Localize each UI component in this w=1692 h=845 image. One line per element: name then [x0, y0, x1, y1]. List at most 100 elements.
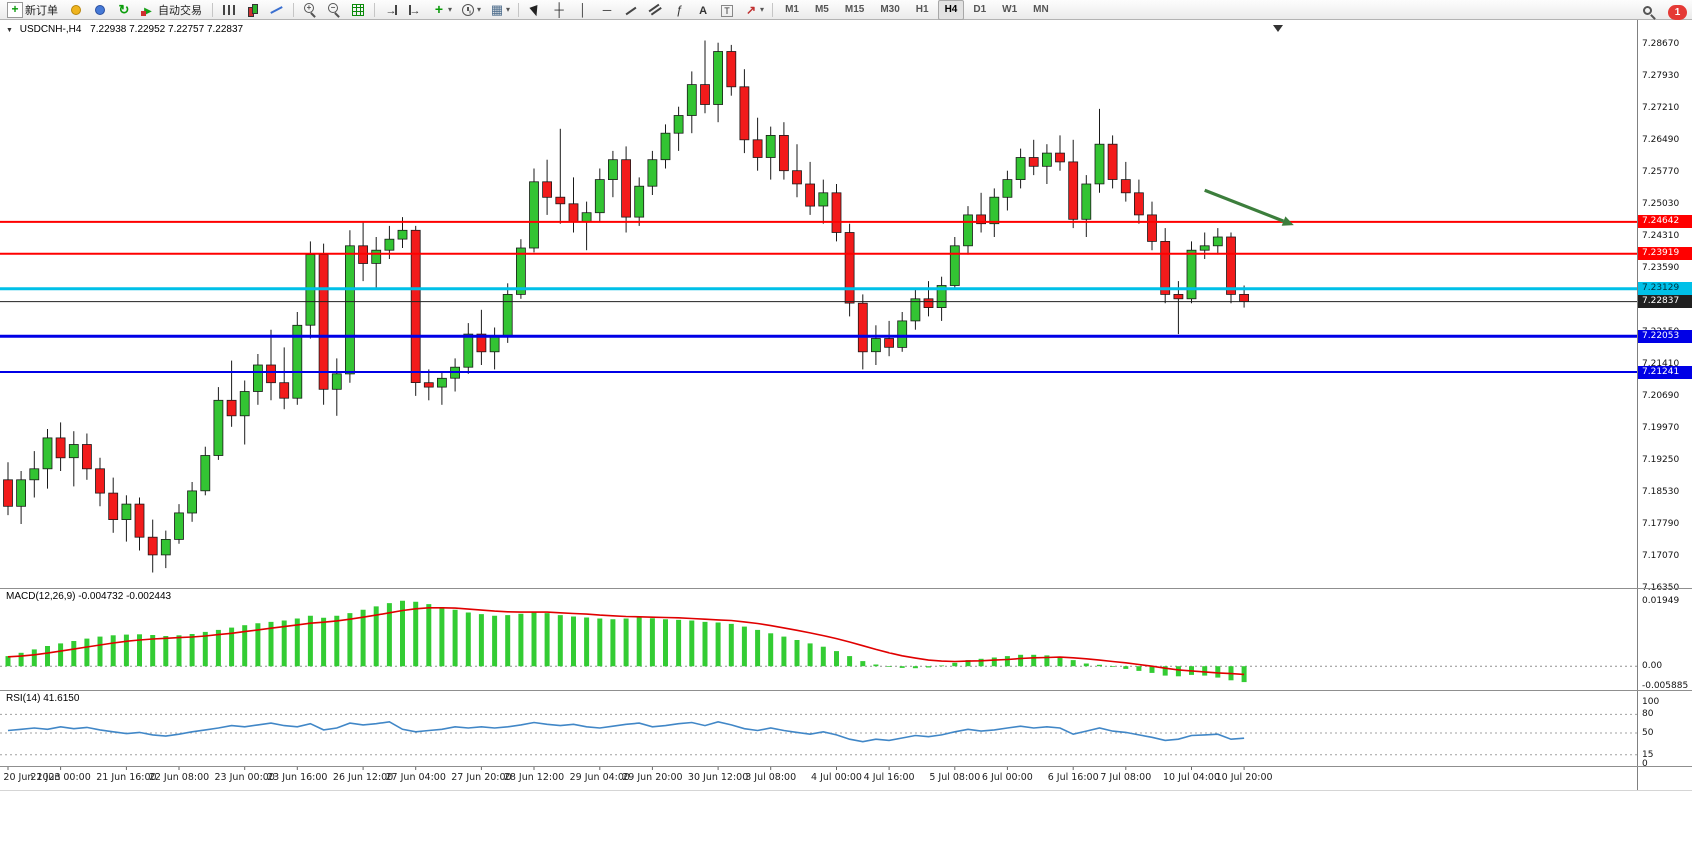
linechart-icon: [269, 2, 285, 18]
price-tag: 7.22837: [1638, 295, 1692, 309]
timeframe-w1-button[interactable]: W1: [995, 0, 1024, 20]
price-axis-label: 7.21410: [1642, 359, 1680, 369]
dropdown-caret-icon[interactable]: [448, 5, 452, 14]
time-axis-label: 27 Jun 20:00: [451, 772, 511, 783]
chart-ohlc-values: 7.22938 7.22952 7.22757 7.22837: [90, 24, 244, 35]
rsi-panel-separator[interactable]: [0, 690, 1692, 691]
time-axis-label: 29 Jun 20:00: [622, 772, 682, 783]
zoom-in-button[interactable]: [299, 0, 321, 20]
bars-icon: [221, 2, 237, 18]
templates-button[interactable]: [486, 0, 513, 20]
vertical-line-button[interactable]: [572, 0, 594, 20]
price-tag: 7.23129: [1638, 282, 1692, 296]
trendline-button[interactable]: [620, 0, 642, 20]
toolbar-separator: [374, 2, 375, 17]
rsi-line: [7, 720, 1245, 743]
crosshair-button[interactable]: [548, 0, 570, 20]
timeframe-m30-button-label: M30: [880, 4, 900, 15]
indicators-button[interactable]: [428, 0, 455, 20]
autoscroll-icon: [383, 2, 399, 18]
candles-icon: [245, 2, 261, 18]
template-icon: [489, 2, 505, 18]
time-axis-label: 22 Jun 08:00: [149, 772, 209, 783]
dropdown-caret-icon[interactable]: [760, 5, 764, 14]
price-axis-label: 7.24310: [1642, 231, 1680, 241]
arrows-button[interactable]: [740, 0, 767, 20]
price-axis-label: 7.28670: [1642, 39, 1680, 49]
price-axis-label: 7.19250: [1642, 455, 1680, 465]
rsi-axis-label: 80: [1642, 709, 1654, 720]
rsi-indicator-label: RSI(14) 41.6150: [6, 693, 80, 704]
new-order-button[interactable]: 新订单: [4, 0, 63, 20]
clock-icon: [460, 2, 476, 18]
timeframe-m15-button[interactable]: M15: [838, 0, 871, 20]
price-axis-label: 7.17790: [1642, 519, 1680, 529]
candlestick-chart-button[interactable]: [242, 0, 264, 20]
time-axis-label: 4 Jul 16:00: [864, 772, 915, 783]
channel-icon: [647, 2, 663, 18]
refresh-button[interactable]: [113, 0, 135, 20]
cursor-icon: [527, 2, 543, 18]
notification-badge[interactable]: 1: [1668, 4, 1687, 20]
auto-scroll-button[interactable]: [380, 0, 402, 20]
price-axis-label: 7.20690: [1642, 391, 1680, 401]
main-toolbar: 新订单 自动交易 M1 M5 M15 M30 H1 H4 D1 W1 MN: [0, 0, 1692, 20]
tile-windows-button[interactable]: [347, 0, 369, 20]
timeframe-mn-button-label: MN: [1033, 4, 1049, 15]
timeframe-d1-button[interactable]: D1: [966, 0, 993, 20]
metaeditor-button[interactable]: [65, 0, 87, 20]
search-button[interactable]: [1638, 2, 1660, 22]
textlabel-icon: [719, 2, 735, 18]
macd-indicator-label: MACD(12,26,9) -0.004732 -0.002443: [6, 591, 172, 602]
timeframe-d1-button-label: D1: [973, 4, 987, 15]
timeframe-h1-button[interactable]: H1: [909, 0, 936, 20]
new-order-button-label: 新订单: [25, 4, 58, 17]
neworder-icon: [7, 2, 23, 18]
time-axis-label: 3 Jul 08:00: [745, 772, 796, 783]
zoom-out-button[interactable]: [323, 0, 345, 20]
timeframe-m30-button[interactable]: M30: [873, 0, 906, 20]
cursor-button[interactable]: [524, 0, 546, 20]
time-axis-label: 28 Jun 12:00: [504, 772, 564, 783]
horizontal-line-button[interactable]: [596, 0, 618, 20]
time-axis-label: 21 Jun 16:00: [96, 772, 156, 783]
time-axis-label: 29 Jun 04:00: [570, 772, 630, 783]
price-axis[interactable]: 7.24642 7.23919 7.23129 7.22837 7.22053 7.212…: [1637, 20, 1692, 790]
timeframe-h4-button[interactable]: H4: [937, 0, 965, 20]
autotrade-button-label: 自动交易: [158, 4, 202, 17]
timeframe-m5-button[interactable]: M5: [808, 0, 836, 20]
chart-shift-button[interactable]: [404, 0, 426, 20]
timeframe-m1-button[interactable]: M1: [778, 0, 806, 20]
periods-button[interactable]: [457, 0, 484, 20]
toolbar-separator: [518, 2, 520, 17]
bar-chart-button[interactable]: [218, 0, 240, 20]
time-axis-label: 10 Jul 20:00: [1216, 772, 1273, 783]
time-axis-label: 7 Jul 08:00: [1100, 772, 1151, 783]
macd-signal-line: [7, 606, 1245, 676]
zoomin-icon: [302, 2, 318, 18]
arrows-icon: [743, 2, 759, 18]
blue-dot-icon: [92, 2, 108, 18]
time-axis-separator: [0, 766, 1692, 767]
text-button[interactable]: [692, 0, 714, 20]
time-axis-label: 23 Jun 00:00: [215, 772, 275, 783]
label-button[interactable]: [716, 0, 738, 20]
time-axis-label: 27 Jun 04:00: [386, 772, 446, 783]
dropdown-caret-icon[interactable]: [477, 5, 481, 14]
crosshair-icon: [551, 2, 567, 18]
trend-arrow-annotation[interactable]: [1204, 188, 1285, 223]
autotrade-button[interactable]: 自动交易: [137, 0, 207, 20]
timeframe-w1-button-label: W1: [1002, 4, 1018, 15]
candlestick-series: [3, 40, 1249, 573]
market-watch-button[interactable]: [89, 0, 111, 20]
dropdown-caret-icon[interactable]: [506, 5, 510, 14]
fibonacci-button[interactable]: [668, 0, 690, 20]
price-axis-label: 7.18530: [1642, 487, 1680, 497]
refresh-icon: [116, 2, 132, 18]
macd-panel-separator[interactable]: [0, 588, 1692, 589]
channel-button[interactable]: [644, 0, 666, 20]
line-chart-button[interactable]: [266, 0, 288, 20]
timeframe-mn-button[interactable]: MN: [1026, 0, 1056, 20]
one-click-trading-toggle-icon[interactable]: [6, 24, 13, 35]
